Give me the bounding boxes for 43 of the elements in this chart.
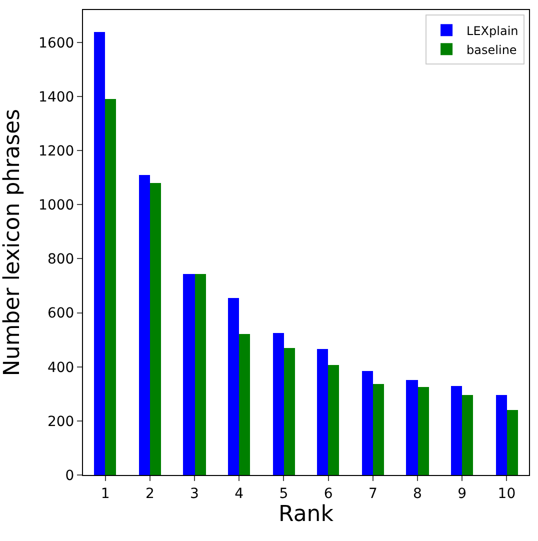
bar — [507, 410, 518, 475]
y-tick-label: 800 — [47, 252, 74, 268]
bar — [373, 384, 384, 475]
bar — [139, 175, 150, 475]
x-tick-label: 10 — [498, 486, 516, 502]
y-tick-label: 200 — [47, 414, 74, 430]
legend-label: baseline — [466, 42, 517, 57]
x-tick-label: 4 — [234, 486, 244, 502]
bar — [228, 298, 239, 475]
bar — [239, 334, 250, 475]
y-tick-label: 1400 — [38, 89, 74, 106]
bar — [150, 183, 161, 475]
x-tick-label: 7 — [368, 486, 378, 502]
x-tick-label: 5 — [279, 486, 288, 502]
bar — [451, 386, 462, 475]
bar — [406, 380, 418, 475]
y-tick-label: 1000 — [38, 198, 74, 214]
bar — [183, 274, 195, 475]
bar — [496, 395, 507, 475]
x-tick-label: 9 — [458, 486, 467, 502]
y-tick-label: 1600 — [38, 35, 74, 52]
bar — [273, 333, 284, 475]
legend-label: LEXplain — [466, 24, 518, 38]
bar — [418, 387, 429, 475]
bar — [462, 395, 473, 475]
bar — [328, 365, 339, 475]
bar — [94, 32, 105, 475]
x-tick-label: 2 — [145, 486, 154, 502]
bar — [284, 348, 295, 475]
y-axis-title: Number lexicon phrases — [0, 108, 25, 376]
x-tick-label: 8 — [413, 486, 422, 502]
bar — [105, 99, 116, 475]
y-tick-label: 400 — [47, 360, 74, 376]
bar — [195, 274, 206, 475]
y-tick-label: 0 — [65, 468, 74, 484]
x-tick-label: 1 — [100, 486, 110, 502]
y-tick-label: 1200 — [38, 143, 74, 160]
bar — [317, 349, 328, 475]
y-tick-label: 600 — [47, 306, 74, 322]
x-axis-title: Rank — [278, 502, 334, 527]
bar — [362, 371, 373, 475]
x-tick-label: 3 — [190, 486, 199, 502]
x-tick-label: 6 — [324, 486, 333, 502]
